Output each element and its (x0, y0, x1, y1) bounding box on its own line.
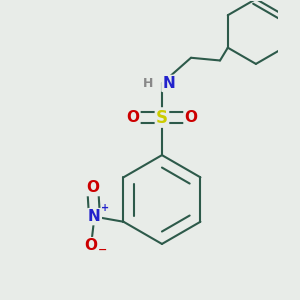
Text: O: O (126, 110, 140, 125)
Text: H: H (143, 77, 154, 90)
Text: +: + (100, 203, 109, 213)
Text: N: N (162, 76, 175, 91)
Text: S: S (156, 109, 168, 127)
Text: −: − (98, 245, 108, 255)
Text: O: O (85, 238, 98, 253)
Text: O: O (184, 110, 197, 125)
Text: O: O (86, 180, 99, 195)
Text: N: N (88, 209, 101, 224)
